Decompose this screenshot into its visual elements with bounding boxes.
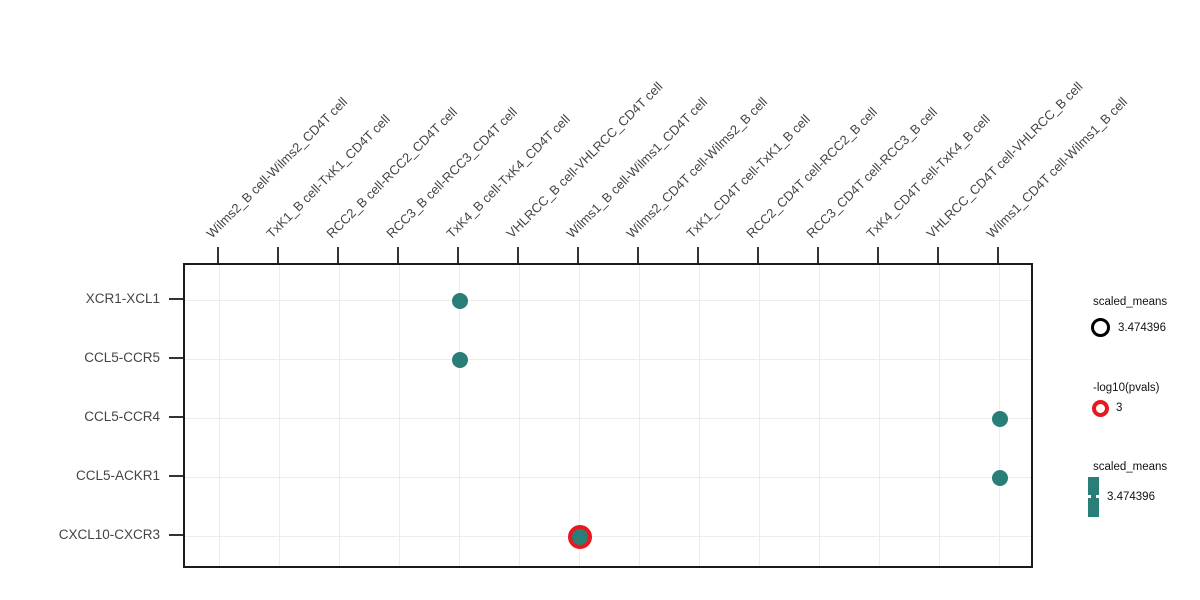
legend-pval-value: 3 <box>1116 402 1123 414</box>
data-point <box>992 411 1008 427</box>
x-axis-tick <box>817 247 819 263</box>
horizontal-gridline <box>185 418 1031 419</box>
vertical-gridline <box>519 265 520 566</box>
vertical-gridline <box>459 265 460 566</box>
x-axis-tick <box>517 247 519 263</box>
x-axis-tick <box>277 247 279 263</box>
x-axis-label-text: TxK4_CD4T cell-TxK4_B cell <box>863 111 993 241</box>
legend-size-value: 3.474396 <box>1118 322 1166 334</box>
x-axis-label-text: TxK4_B cell-TxK4_CD4T cell <box>443 111 573 241</box>
vertical-gridline <box>759 265 760 566</box>
vertical-gridline <box>579 265 580 566</box>
y-axis-label: XCR1-XCL1 <box>85 291 160 306</box>
vertical-gridline <box>879 265 880 566</box>
x-axis-tick <box>697 247 699 263</box>
x-axis-tick <box>217 247 219 263</box>
legend-colorbar-title: scaled_means <box>1093 461 1168 473</box>
colorbar-tick-left <box>1088 495 1091 498</box>
vertical-gridline <box>819 265 820 566</box>
legend-size-title: scaled_means <box>1093 296 1168 308</box>
y-axis-tick <box>169 416 183 418</box>
x-axis-tick <box>637 247 639 263</box>
x-axis-label-text: TxK1_CD4T cell-TxK1_B cell <box>683 111 813 241</box>
x-axis-tick <box>457 247 459 263</box>
data-point <box>452 352 468 368</box>
x-axis-tick <box>577 247 579 263</box>
data-point <box>568 525 592 549</box>
x-axis-tick <box>337 247 339 263</box>
vertical-gridline <box>219 265 220 566</box>
x-axis-tick <box>877 247 879 263</box>
x-axis-label-text: TxK1_B cell-TxK1_CD4T cell <box>263 111 393 241</box>
y-axis-label: CCL5-ACKR1 <box>75 468 160 483</box>
legend-colorbar-value: 3.474396 <box>1107 491 1155 503</box>
y-axis-tick <box>169 475 183 477</box>
pval-legend-circle-icon <box>1092 400 1109 417</box>
legend-pval-title: -log10(pvals) <box>1093 382 1160 394</box>
y-axis-label: CCL5-CCR4 <box>84 409 160 424</box>
vertical-gridline <box>939 265 940 566</box>
colorbar-tick-right <box>1096 495 1099 498</box>
y-axis-label: CCL5-CCR5 <box>84 350 160 365</box>
y-axis-tick <box>169 534 183 536</box>
data-point <box>452 293 468 309</box>
vertical-gridline <box>639 265 640 566</box>
plot-panel <box>183 263 1033 568</box>
x-axis-tick <box>397 247 399 263</box>
x-axis-tick <box>997 247 999 263</box>
vertical-gridline <box>699 265 700 566</box>
horizontal-gridline <box>185 359 1031 360</box>
x-axis-tick <box>757 247 759 263</box>
y-axis-label: CXCL10-CXCR3 <box>58 527 160 542</box>
data-point <box>992 470 1008 486</box>
y-axis-tick <box>169 298 183 300</box>
horizontal-gridline <box>185 300 1031 301</box>
size-legend-circle-icon <box>1091 318 1110 337</box>
vertical-gridline <box>399 265 400 566</box>
y-axis-tick <box>169 357 183 359</box>
vertical-gridline <box>279 265 280 566</box>
horizontal-gridline <box>185 477 1031 478</box>
horizontal-gridline <box>185 536 1031 537</box>
colorbar-icon <box>1088 477 1099 517</box>
vertical-gridline <box>339 265 340 566</box>
x-axis-tick <box>937 247 939 263</box>
